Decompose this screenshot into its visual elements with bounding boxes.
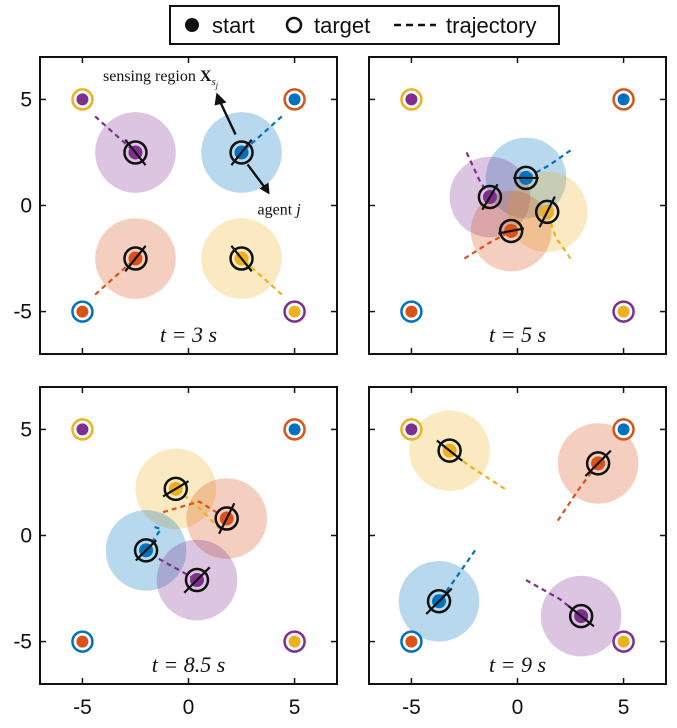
agent-heading-blue: [135, 539, 158, 562]
trajectory-orange: [556, 462, 599, 522]
agent-body-blue: [513, 165, 539, 191]
agent-label: agent j: [258, 201, 302, 218]
agent-body-orange: [585, 451, 611, 476]
agent-body-yellow: [229, 246, 254, 271]
agent-body-yellow: [163, 476, 189, 502]
panel-time-label: t = 8.5 s: [152, 652, 226, 677]
start-marker-yellow: [617, 305, 630, 318]
trajectory-blue: [240, 115, 283, 154]
start-marker-purple: [405, 423, 418, 436]
panel-4: -5 0 5 t = 9 s: [368, 386, 667, 719]
trajectory-orange: [463, 229, 512, 260]
legend-start-marker: [185, 18, 199, 32]
trajectory-orange: [94, 257, 137, 296]
x-tick-label: 0: [183, 696, 195, 719]
panel-time-label: t = 5 s: [489, 322, 546, 347]
agent-arrow-head: [259, 182, 270, 195]
sensing-region-label: sensing region Xsj: [103, 68, 219, 90]
start-marker-purple: [76, 93, 89, 106]
agent-body-orange: [498, 218, 524, 244]
start-marker-purple: [405, 93, 418, 106]
legend-trajectory-label: trajectory: [446, 13, 536, 38]
x-tick-label: 5: [618, 696, 630, 719]
agent-body-purple: [568, 603, 594, 629]
legend-target-label: target: [314, 13, 370, 38]
agent-heading-orange: [498, 227, 525, 235]
agent-body-blue: [426, 589, 452, 614]
panels: 5 0 -5 t = 3 s sensing region Xsj agent j t = …: [13, 56, 667, 719]
start-marker-orange: [76, 635, 89, 648]
start-marker-blue: [288, 423, 301, 436]
agent-body-purple: [184, 567, 210, 593]
sensing-arrow-head: [214, 92, 227, 106]
legend: start target trajectory: [169, 5, 560, 45]
x-tick-label: 5: [289, 696, 301, 719]
agent-body-orange: [214, 506, 239, 531]
trajectory-blue: [438, 549, 476, 602]
agent-body-yellow: [437, 438, 462, 463]
y-tick-label: -5: [13, 631, 32, 654]
y-tick-label: -5: [13, 301, 32, 324]
start-marker-orange: [76, 305, 89, 318]
panel-time-label: t = 9 s: [489, 652, 546, 677]
start-marker-yellow: [288, 635, 301, 648]
start-marker-blue: [617, 93, 630, 106]
y-tick-label: 0: [20, 195, 32, 218]
agent-body-purple: [123, 140, 148, 165]
trajectory-yellow: [175, 487, 222, 530]
start-marker-blue: [288, 93, 301, 106]
panel-2: t = 5 s: [368, 56, 667, 355]
panel-3: -5 0 5 5 0 -5 t = 8.5 s: [13, 386, 338, 719]
agent-arrow-line: [246, 163, 267, 190]
agent-body-blue: [229, 140, 254, 165]
y-tick-label: 5: [20, 418, 32, 441]
start-marker-purple: [76, 423, 89, 436]
legend-target-marker: [285, 16, 303, 34]
start-marker-orange: [405, 305, 418, 318]
trajectory-blue: [145, 525, 163, 551]
start-marker-orange: [405, 635, 418, 648]
start-marker-blue: [617, 423, 630, 436]
trajectory-yellow: [240, 257, 283, 296]
trajectory-purple: [158, 557, 198, 582]
agent-body-blue: [133, 538, 159, 563]
x-tick-label: 0: [512, 696, 524, 719]
trajectory-purple: [465, 152, 491, 198]
panel-time-label: t = 3 s: [160, 322, 217, 347]
x-tick-label: -5: [73, 696, 92, 719]
start-marker-yellow: [288, 305, 301, 318]
trajectory-orange: [162, 500, 228, 520]
panel-1: 5 0 -5 t = 3 s sensing region Xsj agent j: [13, 56, 338, 355]
start-marker-yellow: [617, 635, 630, 648]
trajectory-purple: [94, 115, 137, 154]
agent-body-yellow: [534, 199, 560, 225]
legend-box: [169, 5, 560, 45]
sensing-arrow-line: [218, 99, 237, 135]
agent-body-purple: [477, 184, 503, 210]
x-tick-label: -5: [402, 696, 421, 719]
agent-body-orange: [123, 246, 148, 271]
legend-start-label: start: [212, 13, 255, 38]
y-tick-label: 0: [20, 525, 32, 548]
y-tick-label: 5: [20, 88, 32, 111]
